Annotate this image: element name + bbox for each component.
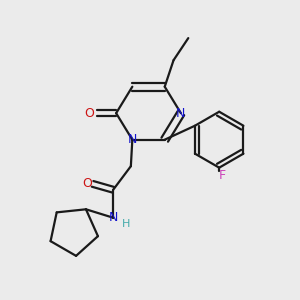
Text: F: F — [219, 169, 226, 182]
Text: H: H — [122, 219, 130, 229]
Text: N: N — [128, 133, 137, 146]
Text: N: N — [176, 107, 186, 120]
Text: N: N — [109, 211, 118, 224]
Text: O: O — [82, 177, 92, 190]
Text: O: O — [85, 107, 94, 120]
